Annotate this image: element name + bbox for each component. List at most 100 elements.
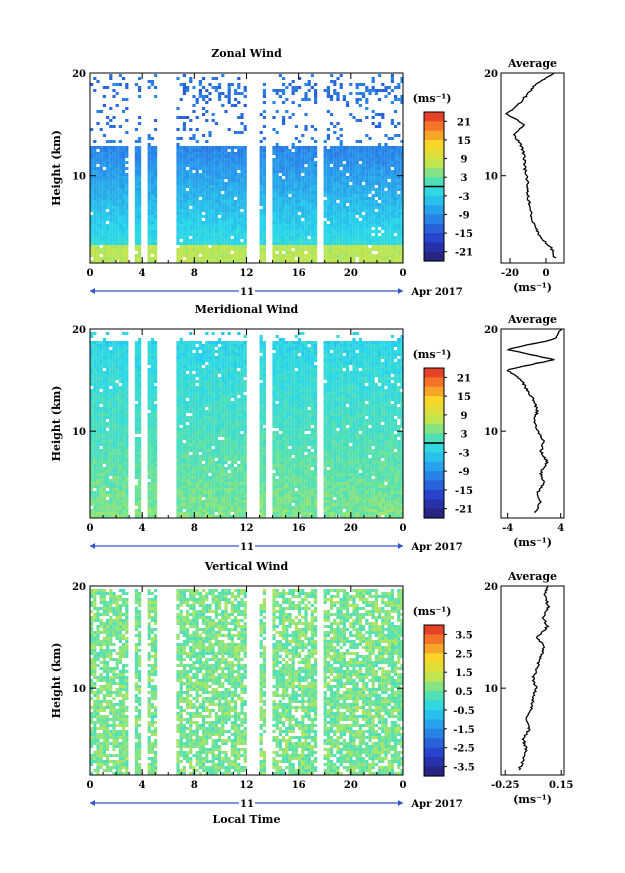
profile-line xyxy=(504,72,557,259)
profile-y-tick-label: 10 xyxy=(484,427,498,438)
colorbar-tick-label: 21 xyxy=(457,373,471,384)
colorbar-unit-label: (ms⁻¹) xyxy=(413,605,452,618)
colorbar-swatch xyxy=(424,121,444,132)
colorbar-tick-label: -9 xyxy=(458,210,469,221)
colorbar-swatch xyxy=(424,195,444,206)
colorbar-swatch xyxy=(424,214,444,225)
x-tick-label: 0 xyxy=(87,780,94,791)
colorbar-tick-label: -3 xyxy=(458,192,469,203)
day-label-bg xyxy=(239,797,255,808)
day-label: 11 xyxy=(240,799,254,810)
colorbar-swatch xyxy=(424,489,444,500)
colorbar-swatch xyxy=(424,625,444,635)
colorbar: 3.5 2.5 1.5 0.5 -0.5 -1.5 -2.5 -3.5 (ms⁻¹) xyxy=(413,605,475,777)
colorbar-tick-label: 3 xyxy=(461,430,468,441)
colorbar-swatch xyxy=(424,112,444,122)
heatmap-cells xyxy=(90,332,404,518)
x-tick-label: 8 xyxy=(191,523,198,534)
y-tick-label: 20 xyxy=(72,582,86,593)
colorbar-swatch xyxy=(424,443,444,453)
profile-title: Average xyxy=(507,313,557,326)
day-span-arrow-right xyxy=(398,543,403,549)
date-label: Apr 2017 xyxy=(410,542,462,553)
colorbar-tick-label: -9 xyxy=(458,467,469,478)
colorbar-swatch xyxy=(424,233,444,243)
colorbar-swatch xyxy=(424,480,444,491)
colorbar-tick-label: 9 xyxy=(461,411,468,422)
panel-2: Vertical Wind 0 4 8 12 16 20 0 20 10 Height (km) 11… xyxy=(50,560,573,826)
colorbar: 21 15 9 3 -3 -9 -15 -21 (ms⁻¹) xyxy=(413,92,473,262)
x-tick-label: 8 xyxy=(191,780,198,791)
day-label-bg xyxy=(239,540,255,551)
profile-x-tick-label: -20 xyxy=(501,268,519,279)
x-axis-label: Local Time xyxy=(213,813,281,826)
colorbar-unit-label: (ms⁻¹) xyxy=(413,92,452,105)
x-tick-label: 12 xyxy=(240,780,254,791)
colorbar-swatch xyxy=(424,643,444,654)
x-tick-label: 4 xyxy=(139,523,146,534)
colorbar-swatch xyxy=(424,242,444,253)
panel-title: Zonal Wind xyxy=(211,47,282,60)
profile-x-tick-label: -4 xyxy=(502,523,513,534)
colorbar-tick-label: -21 xyxy=(455,505,473,516)
colorbar-swatch xyxy=(424,709,444,720)
x-tick-label: 12 xyxy=(240,268,254,279)
profile-frame xyxy=(500,585,565,776)
x-tick-label: 0 xyxy=(400,268,407,279)
profile-x-tick-label: 0 xyxy=(543,268,550,279)
y-tick-label: 20 xyxy=(72,325,86,336)
colorbar-swatch xyxy=(424,700,444,711)
colorbar-tick-label: 3 xyxy=(461,173,468,184)
colorbar-tick-label: -3.5 xyxy=(453,763,475,774)
x-tick-label: 0 xyxy=(87,268,94,279)
colorbar-swatch xyxy=(424,139,444,150)
panel-0: Zonal Wind 0 4 8 12 16 20 0 20 10 Height (km) 11 Apr… xyxy=(50,47,565,298)
x-tick-label: 20 xyxy=(344,268,358,279)
colorbar-swatch xyxy=(424,508,444,519)
day-span-arrow-right xyxy=(398,288,403,294)
y-axis-label: Height (km) xyxy=(50,386,63,462)
colorbar-swatch xyxy=(424,386,444,397)
colorbar-swatch xyxy=(424,719,444,730)
day-label: 11 xyxy=(240,287,254,298)
panel-1: Meridional Wind 0 4 8 12 16 20 0 20 10 Height (km)… xyxy=(50,303,565,553)
colorbar-tick-label: -1.5 xyxy=(453,725,475,736)
profile-frame xyxy=(500,328,565,519)
day-span-arrow-right xyxy=(398,800,403,806)
heatmap-cells xyxy=(90,589,404,775)
colorbar-swatch xyxy=(424,471,444,482)
x-tick-label: 0 xyxy=(87,523,94,534)
colorbar-tick-label: -21 xyxy=(455,248,473,259)
profile-y-tick-label: 20 xyxy=(484,582,498,593)
colorbar-unit-label: (ms⁻¹) xyxy=(413,348,452,361)
x-tick-label: 4 xyxy=(139,268,146,279)
profile-x-tick-label: 4 xyxy=(557,523,564,534)
colorbar-swatch xyxy=(424,158,444,169)
day-span-arrow-left xyxy=(90,543,95,549)
y-axis-label: Height (km) xyxy=(50,130,63,206)
colorbar-swatch xyxy=(424,377,444,388)
colorbar-swatch xyxy=(424,223,444,234)
x-tick-label: 8 xyxy=(191,268,198,279)
colorbar-swatch xyxy=(424,747,444,758)
profile-x-tick-label: 0.15 xyxy=(549,780,573,791)
colorbar-tick-label: 9 xyxy=(461,155,468,166)
colorbar-swatch xyxy=(424,177,444,188)
colorbar-swatch xyxy=(424,757,444,768)
colorbar-swatch xyxy=(424,738,444,749)
x-tick-label: 0 xyxy=(400,780,407,791)
colorbar-swatch xyxy=(424,414,444,425)
colorbar-swatch xyxy=(424,405,444,416)
colorbar-swatch xyxy=(424,130,444,141)
colorbar-tick-label: -15 xyxy=(455,229,473,240)
profile-y-tick-label: 10 xyxy=(484,684,498,695)
profile-line xyxy=(518,585,551,771)
y-tick-label: 20 xyxy=(72,69,86,80)
colorbar-tick-label: 15 xyxy=(457,392,471,403)
colorbar-tick-label: 3.5 xyxy=(455,630,472,641)
colorbar-tick-label: 0.5 xyxy=(455,687,472,698)
colorbar-tick-label: 1.5 xyxy=(455,668,472,679)
x-tick-label: 16 xyxy=(292,523,306,534)
colorbar-tick-label: 21 xyxy=(457,117,471,128)
